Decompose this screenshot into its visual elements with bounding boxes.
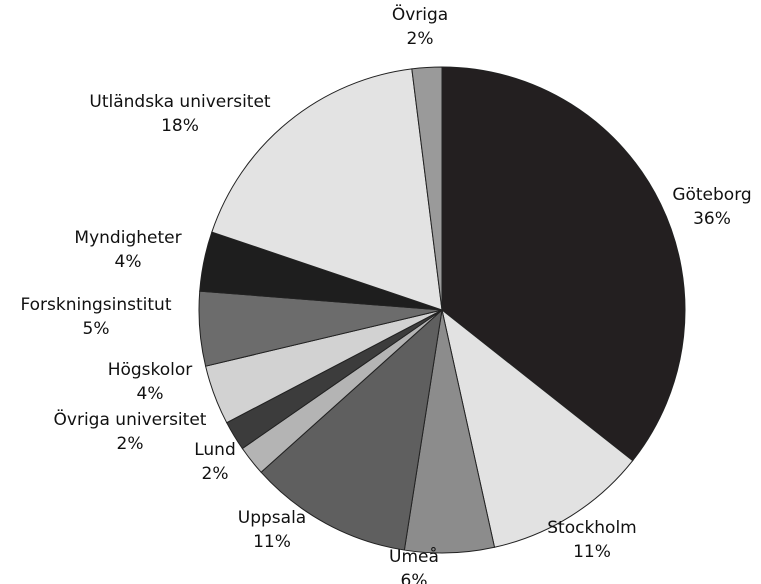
slice-label: Högskolor bbox=[108, 360, 193, 380]
slice-label: Utländska universitet bbox=[89, 92, 271, 112]
pie-slice bbox=[260, 308, 443, 551]
slice-label: Umeå bbox=[389, 546, 439, 567]
slice-value-label: 2% bbox=[407, 29, 434, 49]
slice-label: Stockholm bbox=[547, 518, 637, 538]
slice-label: Göteborg bbox=[672, 185, 751, 205]
slice-label: Övriga universitet bbox=[54, 408, 207, 430]
slice-label: Lund bbox=[194, 440, 236, 460]
slice-value-label: 6% bbox=[401, 571, 428, 584]
slice-value-label: 5% bbox=[83, 319, 110, 339]
slice-value-label: 4% bbox=[137, 384, 164, 404]
slice-value-label: 18% bbox=[161, 116, 199, 136]
pie-slice bbox=[211, 68, 443, 311]
slice-label: Myndigheter bbox=[74, 228, 181, 248]
slice-label: Övriga bbox=[392, 3, 448, 25]
pie-slice bbox=[441, 308, 634, 548]
slice-value-label: 2% bbox=[117, 434, 144, 454]
slice-label: Forskningsinstitut bbox=[20, 295, 171, 315]
slice-value-label: 36% bbox=[693, 209, 731, 229]
pie-slice bbox=[441, 66, 686, 462]
slice-value-label: 4% bbox=[115, 252, 142, 272]
slice-label: Uppsala bbox=[238, 508, 306, 528]
pie-slice bbox=[411, 66, 443, 311]
slice-value-label: 11% bbox=[573, 542, 611, 562]
slice-value-label: 11% bbox=[253, 532, 291, 552]
slice-value-label: 2% bbox=[202, 464, 229, 484]
